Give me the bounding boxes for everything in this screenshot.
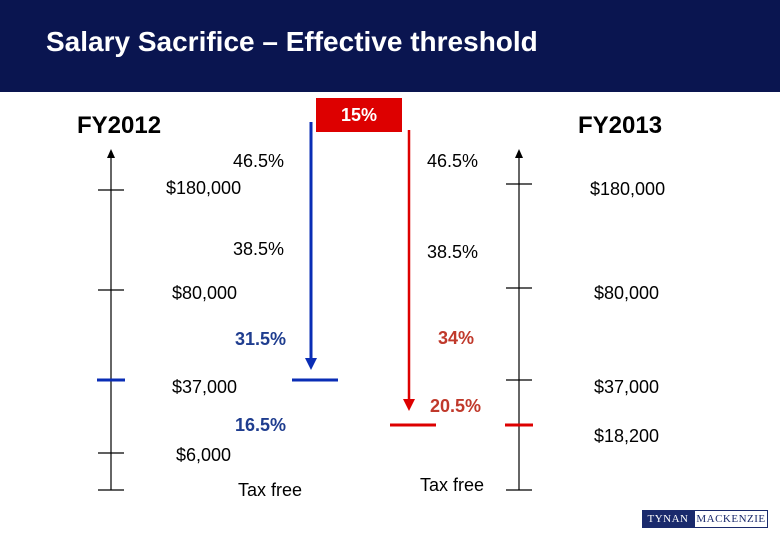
- fy2013-label: FY2013: [578, 112, 663, 139]
- fy2012-threshold-180k: $180,000: [166, 178, 242, 198]
- fy2012-rate-165: 16.5%: [235, 415, 287, 435]
- arrow-down-icon: [305, 358, 317, 370]
- fy2013-rate-205: 20.5%: [430, 396, 482, 416]
- fy2013-rate-385: 38.5%: [427, 242, 479, 262]
- fy2013-axis: [506, 152, 532, 491]
- fy2013-threshold-80k: $80,000: [594, 283, 660, 303]
- logo-right-text: MACKENZIE: [694, 510, 768, 528]
- sacrifice-badge: 15%: [316, 98, 402, 132]
- fy2012-tax-free: Tax free: [238, 480, 303, 500]
- page-title: Salary Sacrifice – Effective threshold: [46, 26, 538, 57]
- logo-left-text: TYNAN: [642, 510, 694, 528]
- fy2013-rate-34: 34%: [438, 328, 475, 348]
- header-bar: Salary Sacrifice – Effective threshold: [0, 0, 780, 92]
- arrow-down-icon: [403, 399, 415, 411]
- fy2013-threshold-180k: $180,000: [590, 179, 666, 199]
- fy2012-rate-385: 38.5%: [233, 239, 285, 259]
- arrow-up-icon: [515, 149, 523, 158]
- fy2013-threshold-18k: $18,200: [594, 426, 660, 446]
- fy2013-rate-top: 46.5%: [427, 151, 479, 171]
- fy2012-axis: [98, 152, 124, 491]
- company-logo: TYNAN MACKENZIE: [642, 510, 768, 528]
- fy2012-rate-315: 31.5%: [235, 329, 287, 349]
- fy2012-rate-top: 46.5%: [233, 151, 285, 171]
- fy2013-threshold-37k: $37,000: [594, 377, 660, 397]
- fy2012-threshold-37k: $37,000: [172, 377, 238, 397]
- arrow-up-icon: [107, 149, 115, 158]
- fy2012-label: FY2012: [77, 112, 162, 139]
- fy2012-threshold-6k: $6,000: [176, 445, 232, 465]
- fy2012-threshold-80k: $80,000: [172, 283, 238, 303]
- fy2013-tax-free: Tax free: [420, 475, 485, 495]
